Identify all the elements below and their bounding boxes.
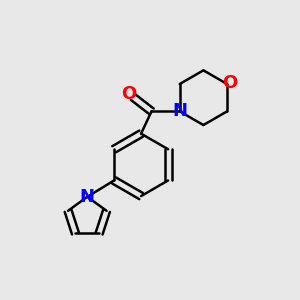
Text: O: O: [222, 74, 237, 92]
Text: N: N: [80, 188, 95, 206]
Text: N: N: [172, 102, 187, 120]
Text: O: O: [122, 85, 137, 103]
